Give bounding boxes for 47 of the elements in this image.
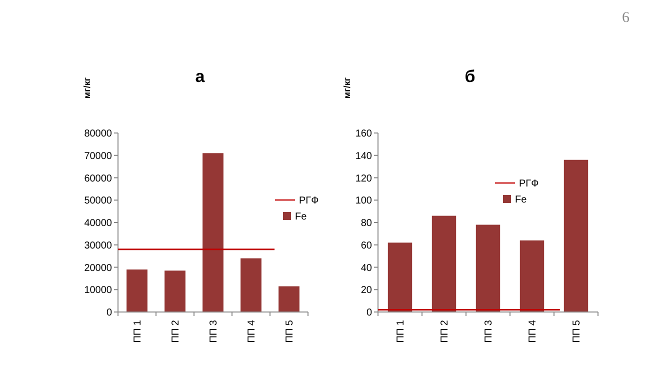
text: 6 [622,10,630,26]
bar [278,286,300,312]
y-tick-label: 100 [355,196,372,207]
bar [564,160,588,312]
x-tick-label: ПП 1 [396,320,406,343]
legend-label: РГФ [519,178,540,190]
y-tick-label: 120 [355,173,372,184]
y-tick-label: 60000 [84,173,112,184]
legend-label: Fe [295,212,308,222]
y-tick-label: 80000 [84,128,112,140]
y-tick-label: 40000 [84,218,112,229]
x-tick-label: ПП 3 [208,320,220,343]
legend-label: Fe [515,194,528,206]
y-tick-label: 30000 [84,240,112,252]
y-tick-label: 10000 [84,285,112,296]
bar [432,216,456,312]
bar [164,270,186,312]
bar [476,224,500,312]
x-tick-label: ПП 3 [484,320,494,343]
x-tick-label: ПП 5 [572,320,582,343]
y-tick-label: 50000 [84,196,112,207]
bar [202,153,224,312]
x-tick-label: ПП 1 [132,320,144,343]
x-tick-label: ПП 2 [170,320,182,343]
bar [240,258,262,312]
y-tick-label: 20 [360,285,372,296]
y-tick-label: 0 [106,308,112,318]
x-tick-label: ПП 4 [246,320,258,343]
y-axis-title: мг/кг [82,77,92,99]
y-tick-label: 70000 [84,150,112,162]
x-tick-label: ПП 5 [284,320,296,343]
y-tick-label: 140 [355,150,372,162]
y-tick-label: 160 [355,128,372,140]
bar [388,242,412,312]
bar [520,240,544,312]
y-axis-title: мг/кг [342,77,352,99]
bar [126,269,148,312]
y-tick-label: 20000 [84,262,112,274]
y-tick-label: 0 [366,308,372,318]
y-tick-label: 80 [360,218,372,229]
x-tick-label: ПП 2 [440,320,450,343]
legend-label: РГФ [299,196,320,206]
y-tick-label: 40 [360,262,372,274]
x-tick-label: ПП 4 [528,320,538,343]
chart-title: а [195,67,206,86]
y-tick-label: 60 [360,240,372,252]
chart-title: б [464,67,476,86]
